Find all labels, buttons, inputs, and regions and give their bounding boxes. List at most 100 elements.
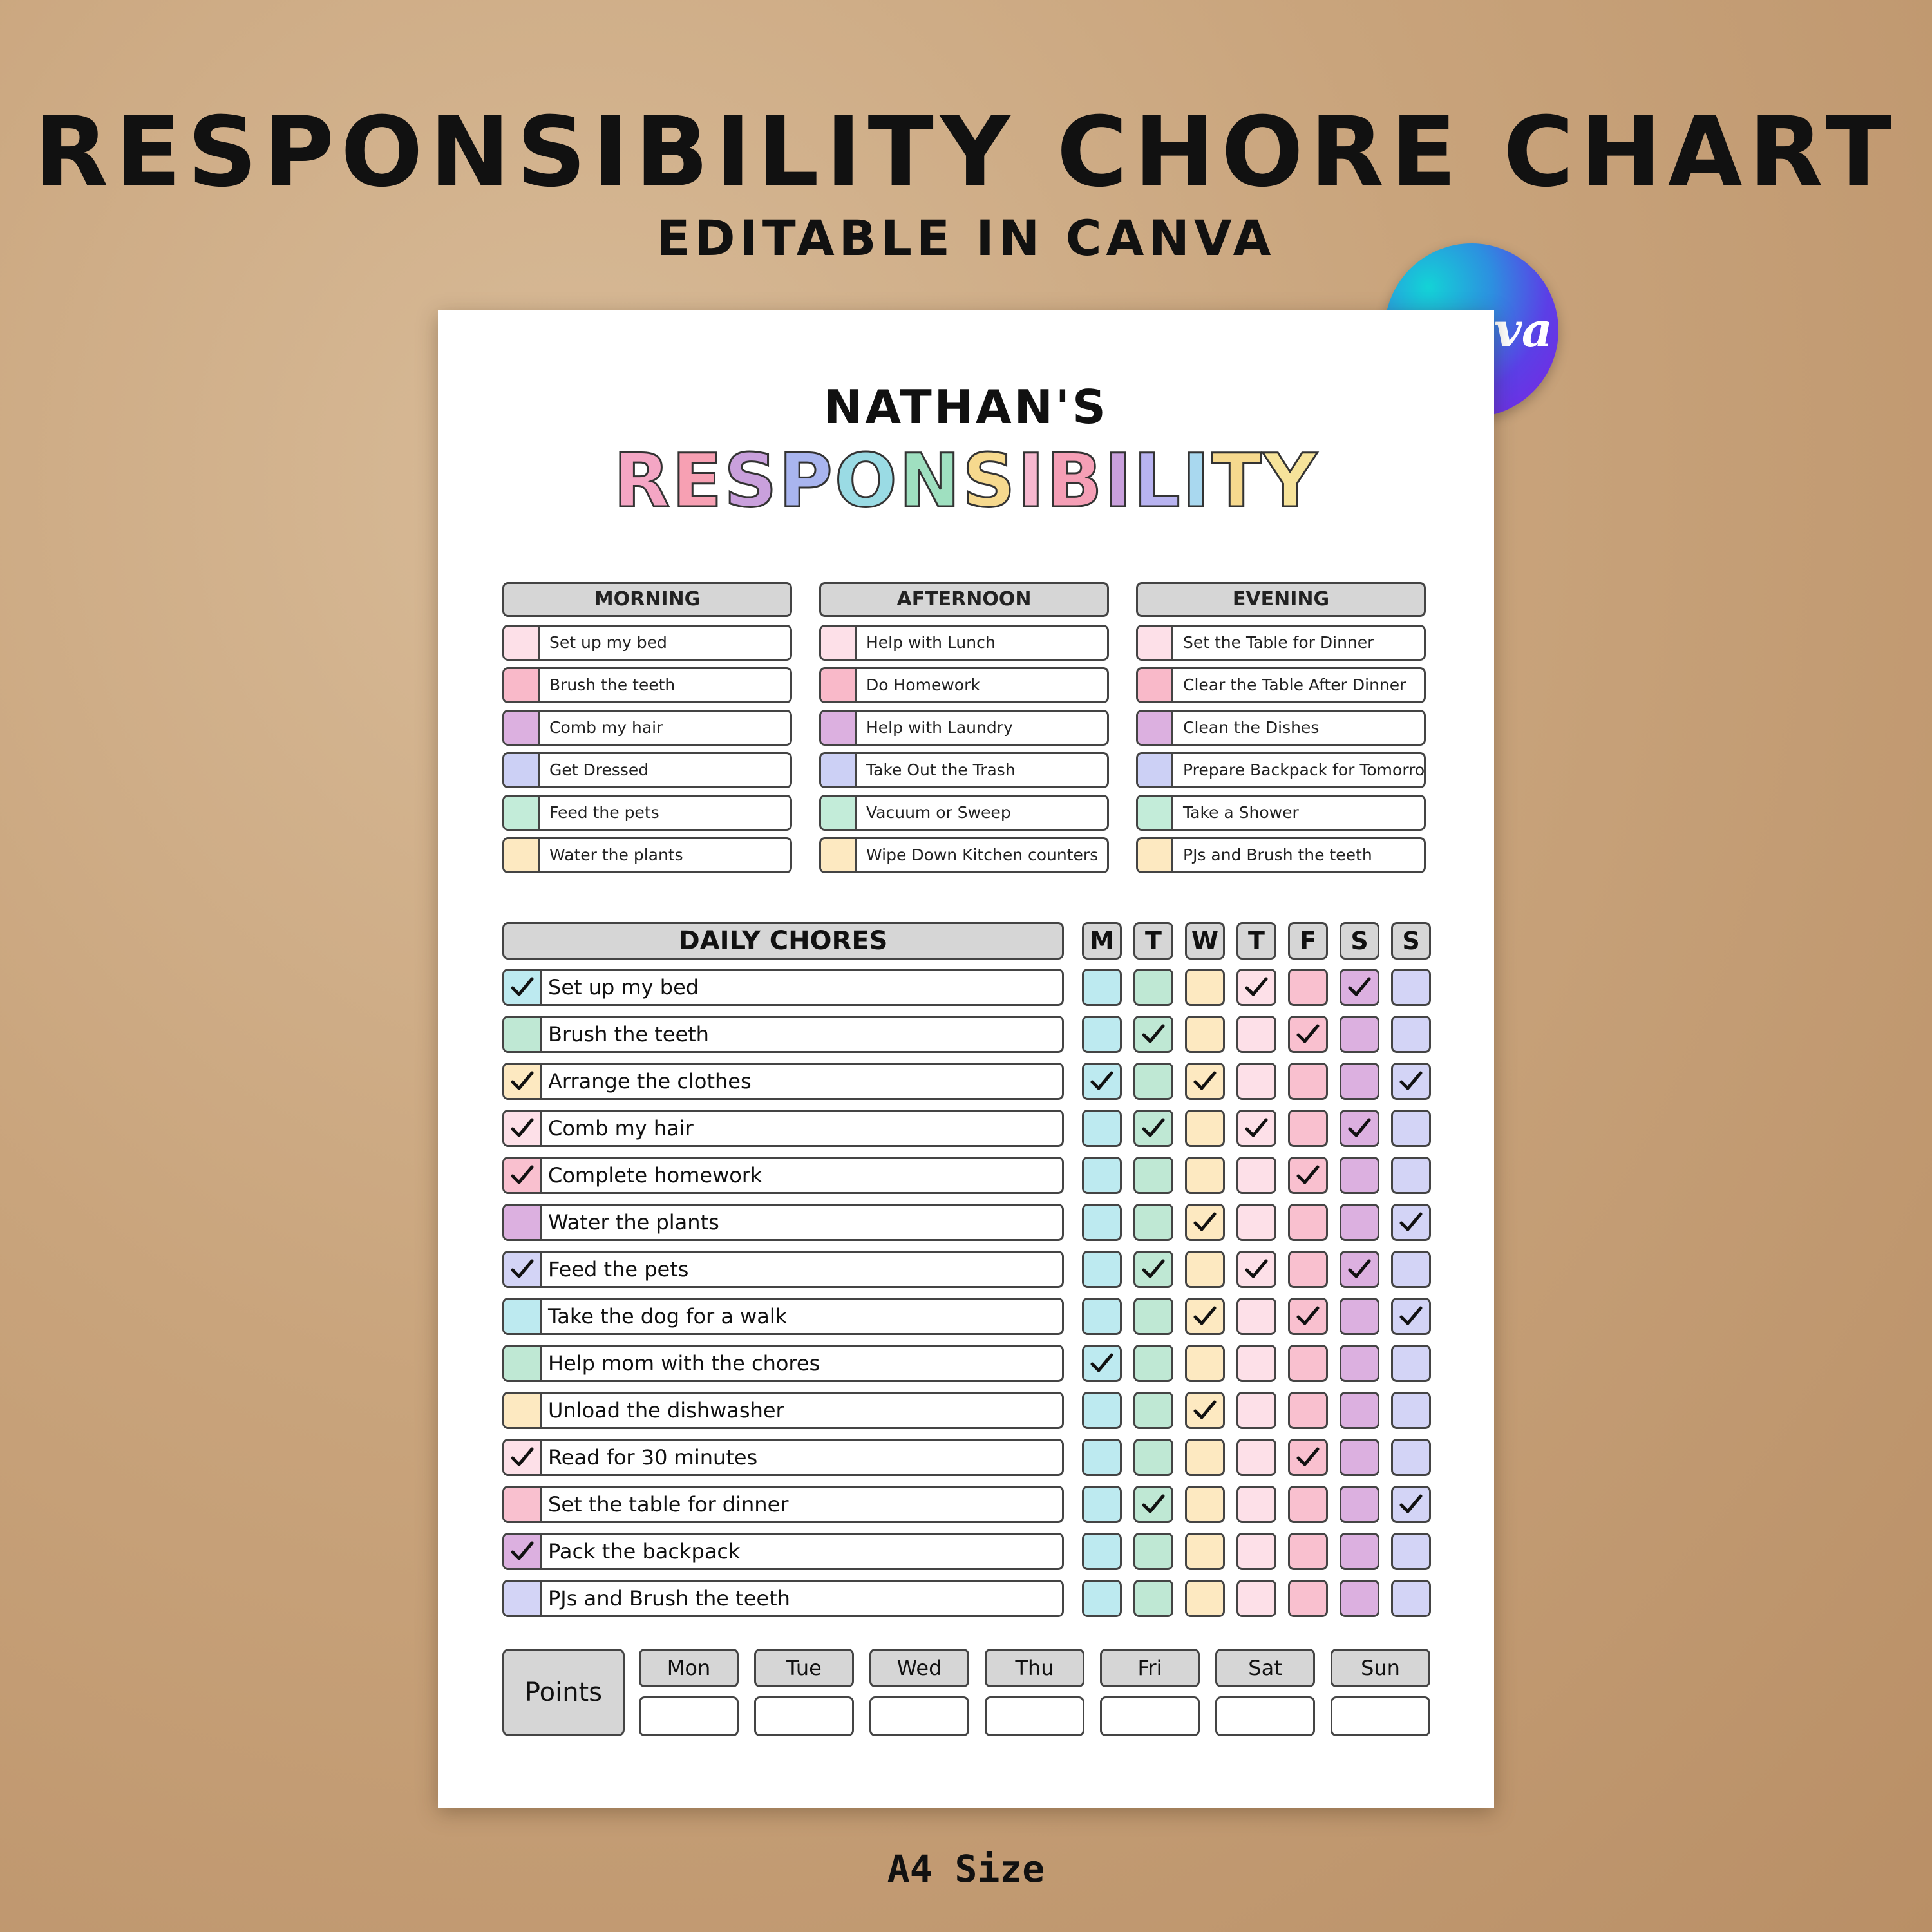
day-checkbox[interactable] xyxy=(1133,1486,1173,1523)
day-checkbox[interactable] xyxy=(1340,1345,1379,1382)
chore-checkbox[interactable] xyxy=(504,1159,542,1192)
day-checkbox[interactable] xyxy=(1391,1298,1431,1335)
task-checkbox[interactable] xyxy=(821,839,857,871)
day-checkbox[interactable] xyxy=(1185,1063,1225,1100)
day-checkbox[interactable] xyxy=(1082,1204,1122,1241)
task-row[interactable]: Clear the Table After Dinner xyxy=(1136,667,1426,703)
day-checkbox[interactable] xyxy=(1133,1533,1173,1570)
day-checkbox[interactable] xyxy=(1340,1298,1379,1335)
task-row[interactable]: Clean the Dishes xyxy=(1136,710,1426,746)
task-checkbox[interactable] xyxy=(821,712,857,744)
day-checkbox[interactable] xyxy=(1340,1439,1379,1476)
day-checkbox[interactable] xyxy=(1082,1345,1122,1382)
day-checkbox[interactable] xyxy=(1185,969,1225,1006)
day-checkbox[interactable] xyxy=(1288,1439,1328,1476)
task-row[interactable]: Prepare Backpack for Tomorrow xyxy=(1136,752,1426,788)
day-checkbox[interactable] xyxy=(1082,1110,1122,1147)
task-checkbox[interactable] xyxy=(1138,712,1173,744)
day-checkbox[interactable] xyxy=(1391,1392,1431,1429)
day-checkbox[interactable] xyxy=(1340,1063,1379,1100)
chore-checkbox[interactable] xyxy=(504,1441,542,1474)
task-row[interactable]: Feed the pets xyxy=(502,795,792,831)
task-checkbox[interactable] xyxy=(504,839,540,871)
chore-checkbox[interactable] xyxy=(504,1065,542,1098)
day-checkbox[interactable] xyxy=(1391,1533,1431,1570)
day-checkbox[interactable] xyxy=(1340,1016,1379,1053)
day-checkbox[interactable] xyxy=(1288,1110,1328,1147)
task-row[interactable]: Wipe Down Kitchen counters xyxy=(819,837,1109,873)
day-checkbox[interactable] xyxy=(1082,1251,1122,1288)
day-checkbox[interactable] xyxy=(1185,1157,1225,1194)
day-checkbox[interactable] xyxy=(1082,1298,1122,1335)
day-checkbox[interactable] xyxy=(1236,1251,1276,1288)
day-checkbox[interactable] xyxy=(1133,969,1173,1006)
day-checkbox[interactable] xyxy=(1391,1580,1431,1617)
task-checkbox[interactable] xyxy=(504,797,540,829)
task-row[interactable]: Water the plants xyxy=(502,837,792,873)
day-checkbox[interactable] xyxy=(1133,1580,1173,1617)
chore-checkbox[interactable] xyxy=(504,971,542,1004)
day-checkbox[interactable] xyxy=(1340,1157,1379,1194)
day-checkbox[interactable] xyxy=(1185,1439,1225,1476)
task-checkbox[interactable] xyxy=(821,797,857,829)
task-checkbox[interactable] xyxy=(821,669,857,701)
task-checkbox[interactable] xyxy=(821,754,857,786)
day-checkbox[interactable] xyxy=(1236,1533,1276,1570)
day-checkbox[interactable] xyxy=(1133,1110,1173,1147)
day-checkbox[interactable] xyxy=(1391,1157,1431,1194)
points-input[interactable] xyxy=(1100,1696,1200,1736)
task-checkbox[interactable] xyxy=(821,627,857,659)
points-input[interactable] xyxy=(754,1696,854,1736)
task-checkbox[interactable] xyxy=(504,754,540,786)
day-checkbox[interactable] xyxy=(1082,1486,1122,1523)
day-checkbox[interactable] xyxy=(1288,1580,1328,1617)
task-row[interactable]: PJs and Brush the teeth xyxy=(1136,837,1426,873)
day-checkbox[interactable] xyxy=(1288,1486,1328,1523)
day-checkbox[interactable] xyxy=(1391,1016,1431,1053)
points-input[interactable] xyxy=(985,1696,1084,1736)
day-checkbox[interactable] xyxy=(1185,1533,1225,1570)
task-checkbox[interactable] xyxy=(1138,627,1173,659)
task-checkbox[interactable] xyxy=(504,627,540,659)
day-checkbox[interactable] xyxy=(1082,1016,1122,1053)
chore-checkbox[interactable] xyxy=(504,1300,542,1333)
day-checkbox[interactable] xyxy=(1288,1345,1328,1382)
day-checkbox[interactable] xyxy=(1391,1251,1431,1288)
day-checkbox[interactable] xyxy=(1391,1110,1431,1147)
points-input[interactable] xyxy=(1331,1696,1430,1736)
points-input[interactable] xyxy=(639,1696,739,1736)
day-checkbox[interactable] xyxy=(1236,1063,1276,1100)
day-checkbox[interactable] xyxy=(1340,1392,1379,1429)
child-name[interactable]: NATHAN'S xyxy=(824,380,1108,434)
day-checkbox[interactable] xyxy=(1288,1204,1328,1241)
day-checkbox[interactable] xyxy=(1288,1392,1328,1429)
day-checkbox[interactable] xyxy=(1133,1204,1173,1241)
task-row[interactable]: Help with Laundry xyxy=(819,710,1109,746)
chore-checkbox[interactable] xyxy=(504,1347,542,1380)
day-checkbox[interactable] xyxy=(1082,1439,1122,1476)
task-checkbox[interactable] xyxy=(1138,754,1173,786)
day-checkbox[interactable] xyxy=(1340,969,1379,1006)
day-checkbox[interactable] xyxy=(1185,1392,1225,1429)
chore-checkbox[interactable] xyxy=(504,1253,542,1286)
day-checkbox[interactable] xyxy=(1236,1110,1276,1147)
day-checkbox[interactable] xyxy=(1185,1580,1225,1617)
day-checkbox[interactable] xyxy=(1236,1204,1276,1241)
day-checkbox[interactable] xyxy=(1133,1157,1173,1194)
day-checkbox[interactable] xyxy=(1288,1298,1328,1335)
day-checkbox[interactable] xyxy=(1236,1580,1276,1617)
chore-checkbox[interactable] xyxy=(504,1018,542,1051)
chore-checkbox[interactable] xyxy=(504,1112,542,1145)
day-checkbox[interactable] xyxy=(1133,1345,1173,1382)
day-checkbox[interactable] xyxy=(1133,1298,1173,1335)
task-row[interactable]: Brush the teeth xyxy=(502,667,792,703)
day-checkbox[interactable] xyxy=(1133,1439,1173,1476)
day-checkbox[interactable] xyxy=(1236,1157,1276,1194)
task-checkbox[interactable] xyxy=(504,669,540,701)
day-checkbox[interactable] xyxy=(1288,1063,1328,1100)
day-checkbox[interactable] xyxy=(1236,1439,1276,1476)
day-checkbox[interactable] xyxy=(1236,1345,1276,1382)
day-checkbox[interactable] xyxy=(1082,1392,1122,1429)
task-row[interactable]: Help with Lunch xyxy=(819,625,1109,661)
day-checkbox[interactable] xyxy=(1082,1157,1122,1194)
